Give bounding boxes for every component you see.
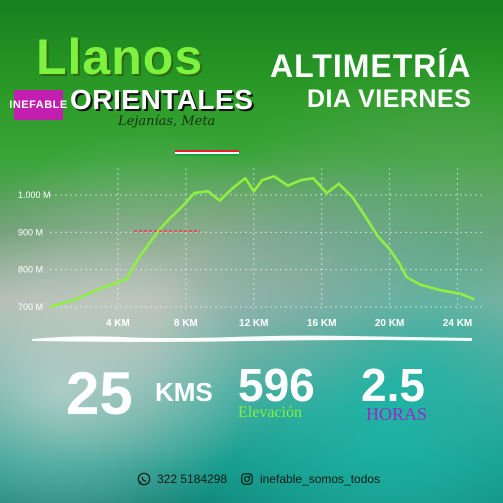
x-tick-label: 16 KM bbox=[307, 318, 336, 329]
altimetry-day: DIA VIERNES bbox=[307, 85, 472, 113]
whatsapp-icon bbox=[137, 472, 151, 486]
y-tick-label: 900 M bbox=[18, 227, 43, 237]
altimetry-title: ALTIMETRÍA bbox=[270, 48, 472, 84]
elevation-label: Elevación bbox=[238, 404, 302, 421]
brush-divider bbox=[32, 335, 472, 342]
title-orientales: ORIENTALES bbox=[70, 84, 254, 115]
title-llanos: Llanos bbox=[36, 29, 204, 85]
time-label: HORAS bbox=[366, 404, 428, 424]
distance-unit: KMS bbox=[155, 377, 213, 407]
x-tick-label: 4 KM bbox=[106, 318, 130, 329]
y-tick-label: 700 M bbox=[18, 302, 43, 312]
brand-badge: INEFABLE bbox=[9, 90, 67, 120]
x-tick-label: 12 KM bbox=[239, 318, 268, 329]
instagram-handle: inefable_somos_todos bbox=[260, 472, 381, 486]
elevation-profile-line bbox=[49, 175, 475, 309]
time-value: 2.5 bbox=[361, 359, 425, 411]
place-subtitle: Lejanías, Meta bbox=[118, 114, 216, 129]
instagram-icon bbox=[241, 473, 253, 485]
y-axis-labels: 700 M 800 M 900 M 1.000 M bbox=[18, 190, 51, 312]
x-tick-label: 8 KM bbox=[174, 318, 198, 329]
x-axis-labels: 4 KM 8 KM 12 KM 16 KM 20 KM 24 KM bbox=[106, 318, 472, 329]
phone-number: 322 5184298 bbox=[157, 472, 228, 486]
chart-grid bbox=[50, 168, 483, 309]
x-tick-label: 24 KM bbox=[443, 318, 472, 329]
y-tick-label: 1.000 M bbox=[18, 190, 51, 200]
distance-value: 25 bbox=[66, 360, 133, 427]
elevation-chart: 700 M 800 M 900 M 1.000 M 4 KM 8 KM 12 KM 16 K… bbox=[18, 168, 483, 329]
flag-stripes bbox=[175, 150, 239, 156]
y-tick-label: 800 M bbox=[18, 265, 43, 275]
elevation-value: 596 bbox=[238, 359, 315, 411]
x-tick-label: 20 KM bbox=[375, 318, 404, 329]
contact-phone[interactable]: 322 5184298 bbox=[137, 472, 227, 486]
contact-instagram[interactable]: inefable_somos_todos bbox=[240, 472, 380, 486]
